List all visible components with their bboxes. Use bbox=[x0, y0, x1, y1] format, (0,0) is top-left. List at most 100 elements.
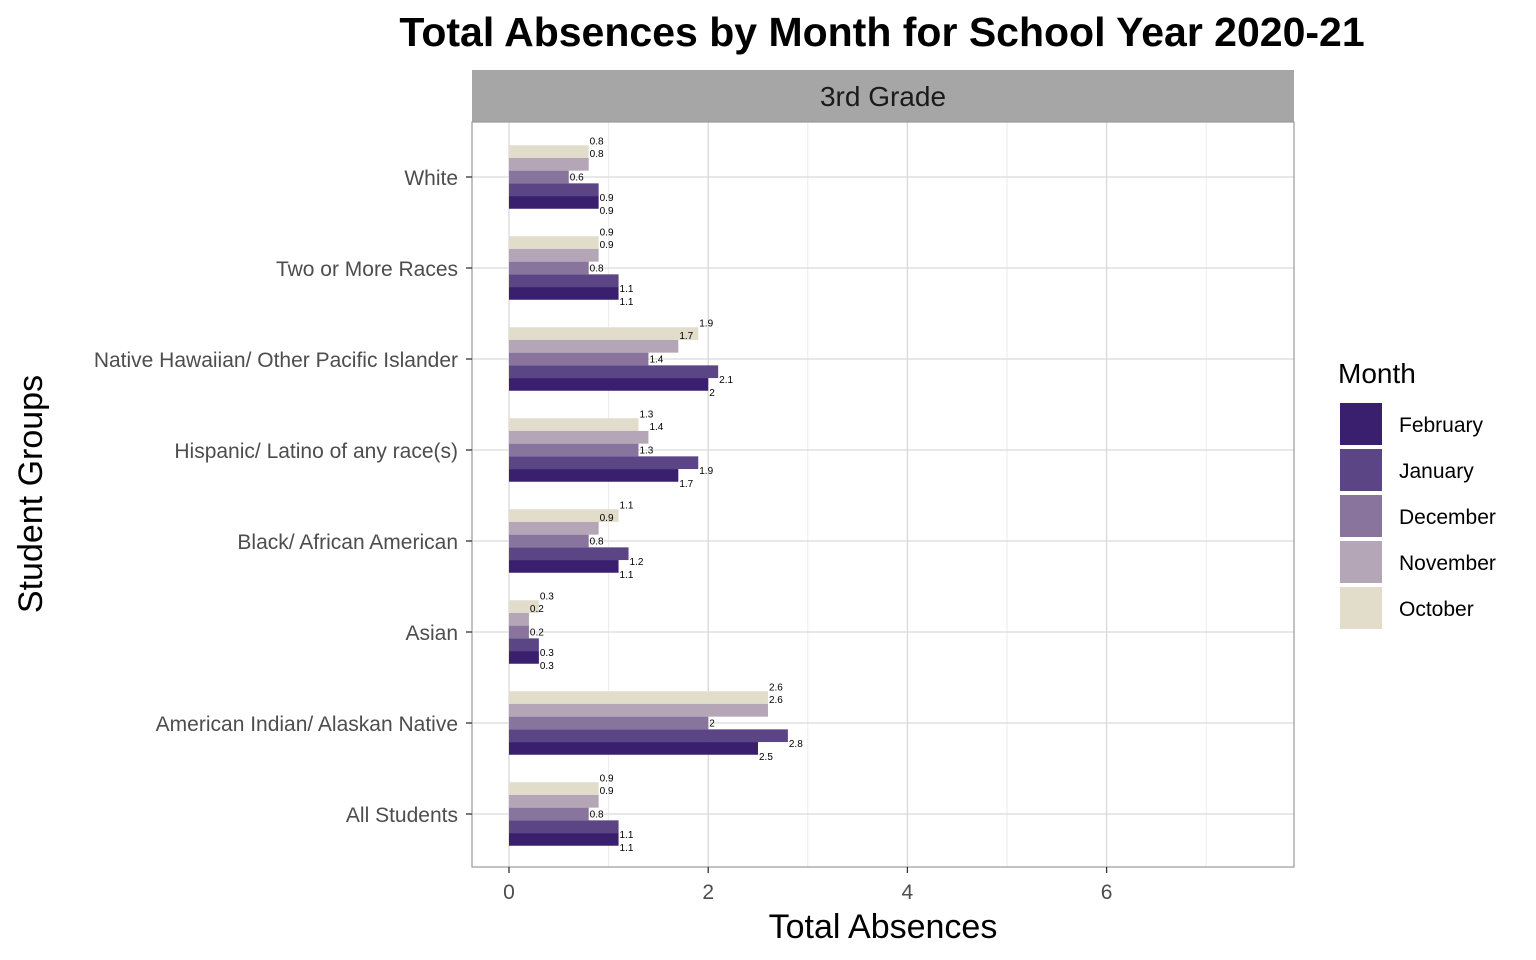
bar bbox=[509, 287, 619, 300]
legend-label: November bbox=[1399, 552, 1496, 575]
bar bbox=[509, 456, 699, 470]
legend-title: Month bbox=[1338, 358, 1416, 389]
bar bbox=[509, 430, 649, 444]
bar bbox=[509, 820, 619, 834]
bar bbox=[509, 703, 768, 717]
bar bbox=[509, 612, 529, 626]
bar bbox=[509, 365, 719, 379]
data-label: 0.8 bbox=[590, 537, 604, 548]
data-label: 1.7 bbox=[679, 479, 693, 490]
data-label: 1.1 bbox=[620, 297, 634, 308]
bar bbox=[509, 509, 619, 522]
bar bbox=[509, 145, 589, 158]
data-label: 2.5 bbox=[759, 752, 773, 763]
bar bbox=[509, 782, 599, 795]
data-label: 1.4 bbox=[649, 355, 663, 366]
bar bbox=[509, 547, 629, 561]
data-label: 2.1 bbox=[719, 375, 733, 386]
data-label: 0.8 bbox=[590, 136, 604, 147]
legend-swatch bbox=[1340, 541, 1382, 583]
bar bbox=[509, 261, 589, 275]
category-label: Two or More Races bbox=[276, 258, 458, 281]
category-label: Asian bbox=[405, 622, 458, 645]
facet-label: 3rd Grade bbox=[820, 81, 946, 112]
data-label: 1.3 bbox=[639, 446, 653, 457]
legend-label: January bbox=[1399, 460, 1474, 483]
bar bbox=[509, 469, 679, 482]
category-label: Black/ African American bbox=[237, 531, 458, 554]
x-tick-label: 6 bbox=[1101, 881, 1113, 904]
data-label: 0.8 bbox=[590, 264, 604, 275]
category-label: White bbox=[404, 167, 458, 190]
bar bbox=[509, 534, 589, 548]
bar bbox=[509, 794, 599, 808]
category-label: Hispanic/ Latino of any race(s) bbox=[174, 440, 458, 463]
data-label: 2 bbox=[709, 719, 715, 730]
bar bbox=[509, 600, 539, 613]
data-label: 1.1 bbox=[620, 830, 634, 841]
data-label: 0.9 bbox=[600, 227, 614, 238]
data-label: 0.9 bbox=[600, 240, 614, 251]
legend-label: December bbox=[1399, 506, 1496, 529]
bar bbox=[509, 170, 569, 184]
legend-swatch bbox=[1340, 495, 1382, 537]
plot-panel bbox=[472, 122, 1294, 867]
bar bbox=[509, 443, 639, 457]
legend-swatch bbox=[1340, 587, 1382, 629]
data-label: 0.2 bbox=[530, 604, 544, 615]
category-label: All Students bbox=[346, 804, 458, 827]
bar bbox=[509, 378, 709, 391]
x-tick-label: 0 bbox=[503, 881, 515, 904]
data-label: 1.9 bbox=[699, 466, 713, 477]
legend: Month February January December November Oct… bbox=[1338, 358, 1496, 629]
data-label: 0.3 bbox=[540, 591, 554, 602]
bar bbox=[509, 236, 599, 249]
bar bbox=[509, 521, 599, 535]
bar bbox=[509, 339, 679, 353]
bar bbox=[509, 183, 599, 197]
x-tick-label: 4 bbox=[902, 881, 914, 904]
data-label: 2.8 bbox=[789, 739, 803, 750]
bar bbox=[509, 833, 619, 846]
bar bbox=[509, 418, 639, 431]
bar bbox=[509, 352, 649, 366]
y-axis-title: Student Groups bbox=[12, 375, 50, 613]
bar bbox=[509, 625, 529, 639]
data-label: 2 bbox=[709, 388, 715, 399]
data-label: 0.6 bbox=[570, 173, 584, 184]
data-label: 0.8 bbox=[590, 810, 604, 821]
x-tick-label: 2 bbox=[702, 881, 714, 904]
bar bbox=[509, 651, 539, 664]
data-label: 0.9 bbox=[600, 206, 614, 217]
data-label: 0.3 bbox=[540, 661, 554, 672]
bar bbox=[509, 248, 599, 262]
bar bbox=[509, 157, 589, 171]
bar bbox=[509, 691, 768, 704]
data-label: 0.9 bbox=[600, 773, 614, 784]
bar bbox=[509, 638, 539, 652]
bar bbox=[509, 716, 709, 730]
chart-title: Total Absences by Month for School Year … bbox=[399, 9, 1364, 55]
data-label: 2.6 bbox=[769, 682, 783, 693]
data-label: 0.9 bbox=[600, 786, 614, 797]
category-label: American Indian/ Alaskan Native bbox=[156, 713, 458, 736]
bar bbox=[509, 560, 619, 573]
bar bbox=[509, 274, 619, 288]
data-label: 1.2 bbox=[630, 557, 644, 568]
data-label: 1.1 bbox=[620, 500, 634, 511]
data-label: 1.4 bbox=[649, 422, 663, 433]
bar bbox=[509, 327, 699, 340]
bar bbox=[509, 196, 599, 209]
data-label: 1.3 bbox=[639, 409, 653, 420]
legend-swatch bbox=[1340, 449, 1382, 491]
data-label: 1.1 bbox=[620, 843, 634, 854]
legend-label: February bbox=[1399, 414, 1484, 437]
data-label: 0.2 bbox=[530, 628, 544, 639]
data-label: 1.9 bbox=[699, 318, 713, 329]
data-label: 0.8 bbox=[590, 149, 604, 160]
category-label: Native Hawaiian/ Other Pacific Islander bbox=[94, 349, 458, 372]
legend-swatch bbox=[1340, 403, 1382, 445]
facet-strip bbox=[472, 70, 1294, 122]
bar bbox=[509, 729, 788, 743]
